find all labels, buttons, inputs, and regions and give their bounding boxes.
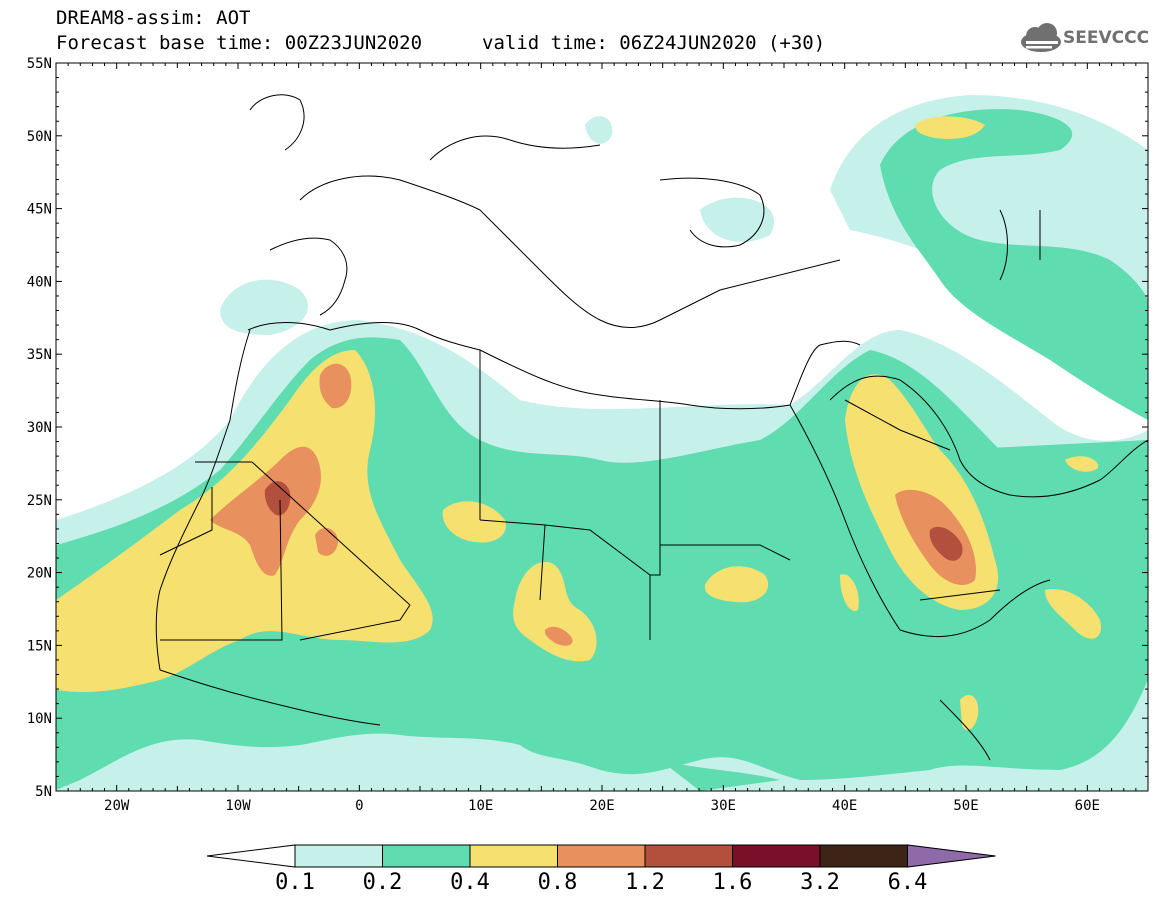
lon-tick-label: 60E: [1075, 798, 1100, 814]
aot-level-1.2: [264, 481, 963, 561]
colorbar-level-label: 0.8: [537, 870, 578, 895]
colorbar-box: [819, 844, 908, 868]
coastlines: [155, 94, 1148, 761]
lat-tick-label: 50N: [27, 129, 52, 145]
lat-tick-label: 30N: [27, 420, 52, 436]
colorbar-box: [644, 844, 733, 868]
lat-tick-label: 5N: [35, 784, 52, 800]
lon-tick-label: 0: [355, 798, 363, 814]
colorbar-box: [557, 844, 646, 868]
aot-contours: [56, 63, 1148, 791]
colorbar-level-label: 1.2: [625, 870, 665, 895]
lon-tick-label: 40E: [832, 798, 857, 814]
title-valid-time: valid time: 06Z24JUN2020 (+30): [482, 32, 826, 54]
colorbar-level-label: 3.2: [800, 870, 840, 895]
lat-tick-label: 40N: [27, 274, 52, 290]
lon-tick-label: 10W: [225, 798, 251, 814]
borders: [159, 210, 1041, 641]
lon-tick-label: 20W: [104, 798, 130, 814]
colorbar: [206, 844, 996, 868]
title-base-time: Forecast base time: 00Z23JUN2020: [56, 32, 423, 54]
colorbar-level-label: 0.4: [450, 870, 490, 895]
lat-tick-label: 35N: [27, 347, 52, 363]
colorbar-level-label: 6.4: [887, 870, 928, 895]
colorbar-level-label: 0.1: [275, 870, 315, 895]
lat-tick-label: 20N: [27, 566, 52, 582]
lon-tick-label: 30E: [711, 798, 736, 814]
colorbar-box: [469, 844, 558, 868]
colorbar-level-label: 1.6: [712, 870, 753, 895]
lat-tick-label: 25N: [27, 493, 52, 509]
lat-tick-label: 55N: [27, 56, 52, 72]
lat-tick-label: 45N: [27, 202, 52, 218]
lat-tick-label: 10N: [27, 711, 52, 727]
lat-tick-label: 15N: [27, 638, 52, 654]
colorbar-box: [732, 844, 821, 868]
logo-text: SEEVCCC: [1063, 28, 1150, 48]
colorbar-level-label: 0.2: [362, 870, 403, 895]
latitude-axis: 55N 50N 45N 40N 35N 30N 25N 20N 15N 10N 5N: [27, 56, 1148, 800]
seevccc-logo: [1021, 23, 1061, 52]
colorbar-low-arrow: [206, 844, 296, 868]
colorbar-high-arrow: [907, 844, 996, 868]
colorbar-box: [382, 844, 471, 868]
lon-tick-label: 20E: [589, 798, 614, 814]
longitude-axis: 20W 10W 0 10E 20E 30E 40E 50E 60E: [55, 63, 1149, 814]
title-line-1: DREAM8-assim: AOT: [56, 7, 251, 29]
cloud-icon: [1021, 23, 1061, 52]
colorbar-box: [294, 844, 383, 868]
lon-tick-label: 10E: [468, 798, 493, 814]
lon-tick-label: 50E: [953, 798, 978, 814]
